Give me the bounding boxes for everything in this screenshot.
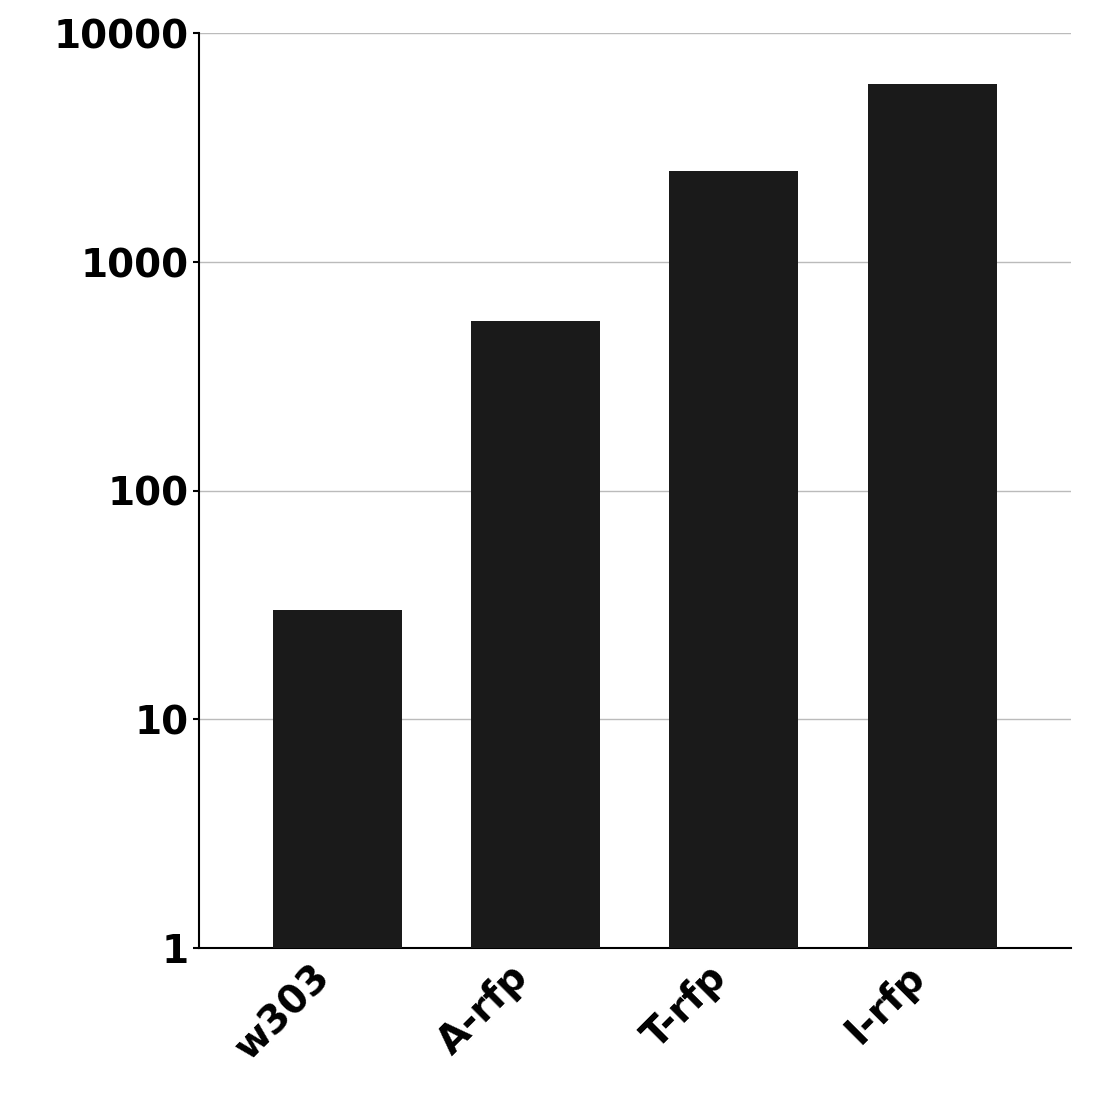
Bar xyxy=(273,610,402,1115)
Bar xyxy=(868,84,997,1115)
Bar xyxy=(471,321,601,1115)
Bar xyxy=(669,171,798,1115)
